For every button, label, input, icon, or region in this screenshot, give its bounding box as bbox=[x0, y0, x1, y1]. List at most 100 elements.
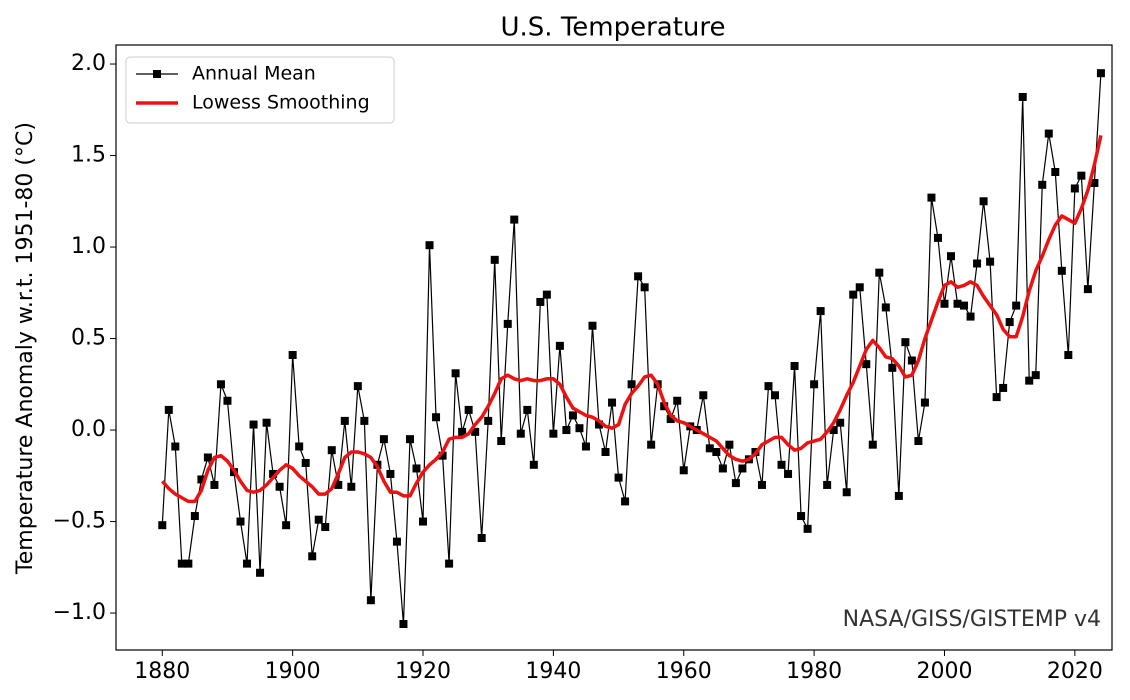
marker bbox=[555, 341, 564, 350]
y-tick-label: 1.5 bbox=[71, 143, 106, 168]
marker bbox=[445, 559, 454, 568]
marker bbox=[634, 272, 643, 281]
marker bbox=[269, 469, 278, 478]
marker bbox=[301, 458, 310, 467]
marker bbox=[621, 497, 630, 506]
annotation: NASA/GISS/GISTEMP v4 bbox=[843, 607, 1101, 632]
marker bbox=[353, 382, 362, 391]
marker bbox=[1025, 376, 1034, 385]
marker bbox=[523, 405, 532, 414]
y-axis-label: Temperature Anomaly w.r.t. 1951-80 (°C) bbox=[13, 122, 38, 575]
marker bbox=[464, 405, 473, 414]
marker bbox=[862, 360, 871, 369]
marker bbox=[223, 396, 232, 405]
marker bbox=[386, 469, 395, 478]
marker bbox=[960, 301, 969, 310]
marker bbox=[425, 241, 434, 250]
marker bbox=[836, 418, 845, 427]
marker bbox=[275, 482, 284, 491]
marker bbox=[340, 416, 349, 425]
marker bbox=[1044, 129, 1053, 138]
marker bbox=[888, 363, 897, 372]
marker bbox=[1018, 92, 1027, 101]
marker bbox=[549, 429, 558, 438]
marker bbox=[790, 361, 799, 370]
marker bbox=[986, 257, 995, 266]
marker bbox=[477, 534, 486, 543]
legend-label: Annual Mean bbox=[192, 63, 316, 85]
marker bbox=[705, 444, 714, 453]
marker bbox=[503, 319, 512, 328]
marker bbox=[738, 464, 747, 473]
marker bbox=[1031, 371, 1040, 380]
plot-frame bbox=[115, 44, 1113, 651]
marker bbox=[360, 416, 369, 425]
marker bbox=[979, 197, 988, 206]
marker bbox=[679, 466, 688, 475]
marker bbox=[1090, 178, 1099, 187]
marker bbox=[953, 299, 962, 308]
marker bbox=[640, 283, 649, 292]
marker bbox=[1038, 180, 1047, 189]
marker bbox=[933, 233, 942, 242]
marker bbox=[881, 303, 890, 312]
x-tick-label: 1920 bbox=[395, 659, 451, 684]
marker bbox=[490, 255, 499, 264]
marker bbox=[568, 411, 577, 420]
marker bbox=[614, 473, 623, 482]
marker bbox=[295, 442, 304, 451]
series-line bbox=[161, 73, 1102, 625]
marker bbox=[399, 620, 408, 629]
marker bbox=[451, 369, 460, 378]
marker bbox=[458, 427, 467, 436]
marker bbox=[282, 521, 291, 530]
marker bbox=[731, 479, 740, 488]
marker bbox=[243, 559, 252, 568]
marker bbox=[419, 517, 428, 526]
marker bbox=[392, 537, 401, 546]
marker bbox=[608, 398, 617, 407]
marker bbox=[855, 283, 864, 292]
marker bbox=[875, 268, 884, 277]
marker bbox=[718, 464, 727, 473]
marker bbox=[712, 447, 721, 456]
marker bbox=[901, 338, 910, 347]
legend-box bbox=[125, 56, 395, 124]
marker bbox=[999, 383, 1008, 392]
marker bbox=[262, 418, 271, 427]
marker bbox=[1077, 171, 1086, 180]
marker bbox=[249, 420, 258, 429]
x-tick-label: 1880 bbox=[134, 659, 190, 684]
marker bbox=[536, 297, 545, 306]
marker bbox=[1005, 318, 1014, 327]
marker bbox=[940, 299, 949, 308]
x-tick-label: 1960 bbox=[656, 659, 712, 684]
marker bbox=[471, 427, 480, 436]
marker bbox=[542, 290, 551, 299]
marker bbox=[216, 380, 225, 389]
marker bbox=[288, 351, 297, 360]
marker bbox=[516, 429, 525, 438]
marker bbox=[927, 193, 936, 202]
marker bbox=[171, 442, 180, 451]
y-tick-label: 0.0 bbox=[71, 417, 106, 442]
y-tick-label: −0.5 bbox=[53, 509, 106, 534]
marker bbox=[256, 568, 265, 577]
marker bbox=[647, 440, 656, 449]
marker bbox=[184, 559, 193, 568]
marker bbox=[842, 488, 851, 497]
marker bbox=[366, 596, 375, 605]
marker bbox=[757, 480, 766, 489]
marker bbox=[190, 512, 199, 521]
marker bbox=[158, 521, 167, 530]
marker bbox=[1064, 351, 1073, 360]
marker bbox=[992, 393, 1001, 402]
marker bbox=[164, 405, 173, 414]
marker bbox=[438, 451, 447, 460]
marker bbox=[1070, 184, 1079, 193]
marker bbox=[907, 356, 916, 365]
marker bbox=[966, 312, 975, 321]
marker bbox=[777, 460, 786, 469]
marker bbox=[1012, 301, 1021, 310]
